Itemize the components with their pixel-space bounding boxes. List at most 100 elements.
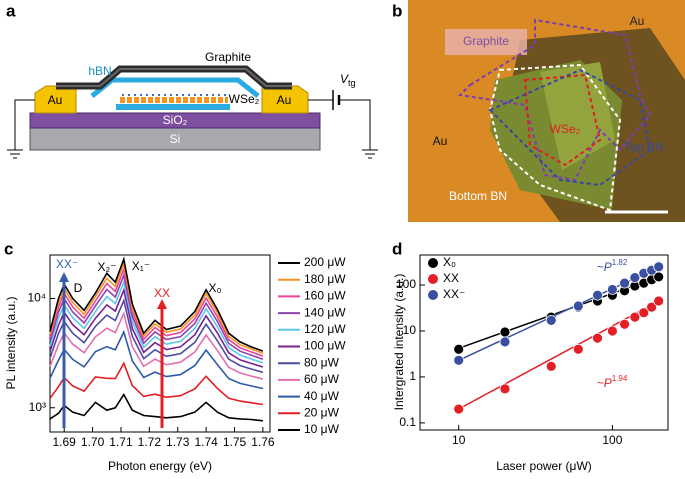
data-point <box>619 318 630 330</box>
annotation: XX⁻ <box>56 257 78 271</box>
wse2-label: WSe₂ <box>229 92 260 106</box>
wse2-outline <box>523 73 602 167</box>
annotation-text: D <box>74 281 83 295</box>
flake-region <box>540 62 615 170</box>
data-point <box>499 326 511 338</box>
annotation: XX <box>154 286 170 300</box>
legend-label: 140 μW <box>304 305 346 319</box>
y-axis-label: PL intensity (a.u.) <box>4 297 18 390</box>
x-tick-label: 1.75 <box>223 435 247 449</box>
data-point <box>453 403 465 415</box>
x-tick-label: 1.76 <box>251 435 275 449</box>
legend-label: 200 μW <box>304 255 346 269</box>
panel-label: c <box>4 239 13 258</box>
data-point <box>629 311 641 323</box>
annotation-text: ~P <box>597 260 612 274</box>
data-point <box>453 343 465 355</box>
legend-label: 160 μW <box>304 289 346 303</box>
si-label: Si <box>170 132 181 146</box>
annotation: X₀ <box>209 281 222 295</box>
data-point <box>653 261 665 273</box>
annotation-text: ~P <box>597 376 612 390</box>
micrograph: Graphite Au Au WSe₂ Top BN Bottom BN <box>408 0 685 222</box>
annotation-text: X₁⁻ <box>132 259 150 273</box>
graphite-outline <box>457 18 652 182</box>
spectrum-line <box>49 329 264 390</box>
plot-frame <box>419 254 669 431</box>
data-point <box>545 360 557 372</box>
data-point <box>572 300 584 312</box>
spectrum-line <box>49 256 264 352</box>
data-point <box>653 295 665 307</box>
data-point <box>499 336 511 348</box>
wire <box>14 99 35 150</box>
annotation: X₂⁻ <box>98 260 117 274</box>
x-tick-label: 10 <box>452 433 466 447</box>
x-tick-label: 1.74 <box>194 435 218 449</box>
gate-label: Vtg <box>340 72 356 88</box>
gate-subscript: tg <box>348 78 356 88</box>
legend-marker <box>428 290 438 300</box>
annotation-text: X₀ <box>209 281 222 295</box>
wse2-layer <box>120 94 228 103</box>
legend-label: 40 μW <box>304 389 340 403</box>
top-bn-outline <box>488 68 652 187</box>
annotation: ~P1.94 <box>597 374 628 390</box>
hbn-label: hBN <box>88 64 111 78</box>
x-axis-label: Laser power (μW) <box>496 459 592 473</box>
x-tick-label: 1.70 <box>81 435 105 449</box>
y-tick-label: 0.1 <box>399 415 416 429</box>
x-tick-label: 1.72 <box>138 435 162 449</box>
gate-symbol: V <box>340 72 349 86</box>
plot-frame <box>49 254 271 433</box>
annotation-arrowhead <box>157 299 167 309</box>
legend-label: XX⁻ <box>443 287 465 301</box>
au-pad <box>261 85 309 114</box>
legend-label: 20 μW <box>304 405 340 419</box>
x-tick-label: 1.69 <box>53 435 77 449</box>
data-point <box>453 354 465 366</box>
fit-line <box>458 300 660 410</box>
annotation-exponent: 1.82 <box>612 258 628 267</box>
y-tick-label: 10⁴ <box>27 291 46 305</box>
sio2-label: SiO₂ <box>163 113 188 127</box>
au-label: Au <box>277 93 292 107</box>
legend-label: 120 μW <box>304 322 346 336</box>
x-tick-label: 1.71 <box>109 435 133 449</box>
au-label: Au <box>630 14 645 28</box>
data-point <box>607 284 618 295</box>
y-tick-label: 10³ <box>29 400 46 414</box>
data-point <box>619 277 630 289</box>
annotation: X₁⁻ <box>132 259 150 273</box>
data-point <box>499 383 511 395</box>
annotation: ~P1.82 <box>597 258 628 274</box>
graphite-label: Graphite <box>463 34 509 48</box>
y-axis-label: Intergrated intensity (a.u.) <box>392 274 406 411</box>
annotation: D <box>74 281 83 295</box>
spectrum-line <box>49 311 264 380</box>
wire <box>339 99 371 150</box>
schematic: Si SiO₂ Au Au Graphite hBN WSe₂ Vtg <box>7 50 378 159</box>
panel-label: d <box>392 239 402 258</box>
data-point <box>629 272 641 284</box>
spectrum-line <box>49 279 264 364</box>
annotation-text: X₂⁻ <box>98 260 117 274</box>
x-tick-label: 100 <box>602 433 622 447</box>
top-bn-label: Top BN <box>624 140 663 154</box>
bottom-hbn <box>116 104 230 110</box>
legend-label: 60 μW <box>304 372 340 386</box>
legend-label: XX <box>443 271 459 285</box>
label-box <box>445 29 527 55</box>
y-tick-label: 10 <box>403 323 417 337</box>
annotation-arrowhead <box>59 272 69 282</box>
annotation-text: XX⁻ <box>56 257 78 271</box>
legend-label: 180 μW <box>304 272 346 286</box>
data-point <box>545 314 557 326</box>
spectrum-line <box>49 361 264 406</box>
spectrum-line <box>49 272 264 360</box>
bottom-bn-label: Bottom BN <box>449 189 507 203</box>
legend-label: 10 μW <box>304 422 340 436</box>
data-point <box>638 307 650 319</box>
